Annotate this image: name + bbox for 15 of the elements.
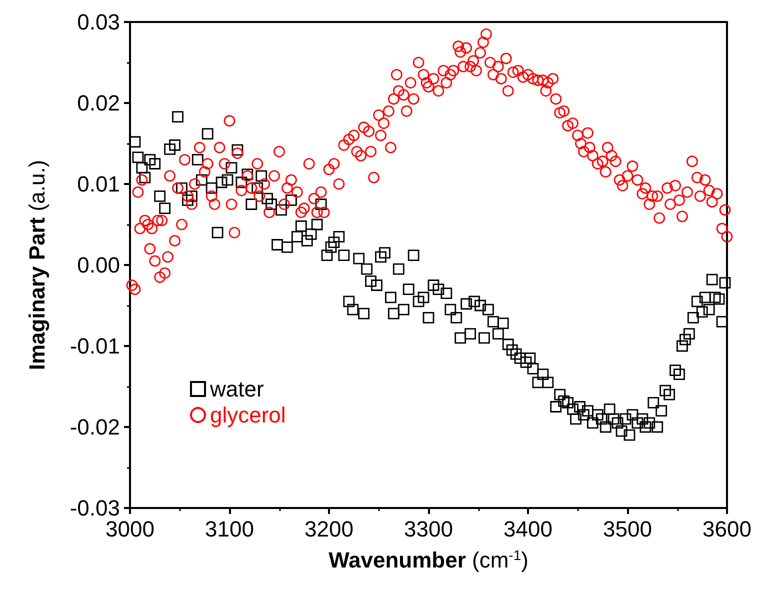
y-tick-label: 0.01 [77,172,120,196]
x-tick-label: 3300 [404,516,453,542]
y-tick-label: 0.02 [77,90,120,116]
x-tick-label: 3500 [603,516,652,542]
y-tick-label: 0.00 [77,252,120,278]
y-tick-label: -0.02 [70,414,120,440]
legend-label: water [209,376,264,402]
x-tick-label: 3100 [205,516,254,542]
x-tick-label: 3600 [702,516,752,542]
x-tick-label: 3200 [304,516,354,542]
y-axis-title: Imaginary Part (a.u.) [24,160,50,370]
x-tick-label: 3400 [504,516,552,542]
y-tick-label: -0.01 [70,334,120,358]
y-tick-label: 0.03 [77,10,120,34]
legend-label: glycerol [210,402,286,428]
